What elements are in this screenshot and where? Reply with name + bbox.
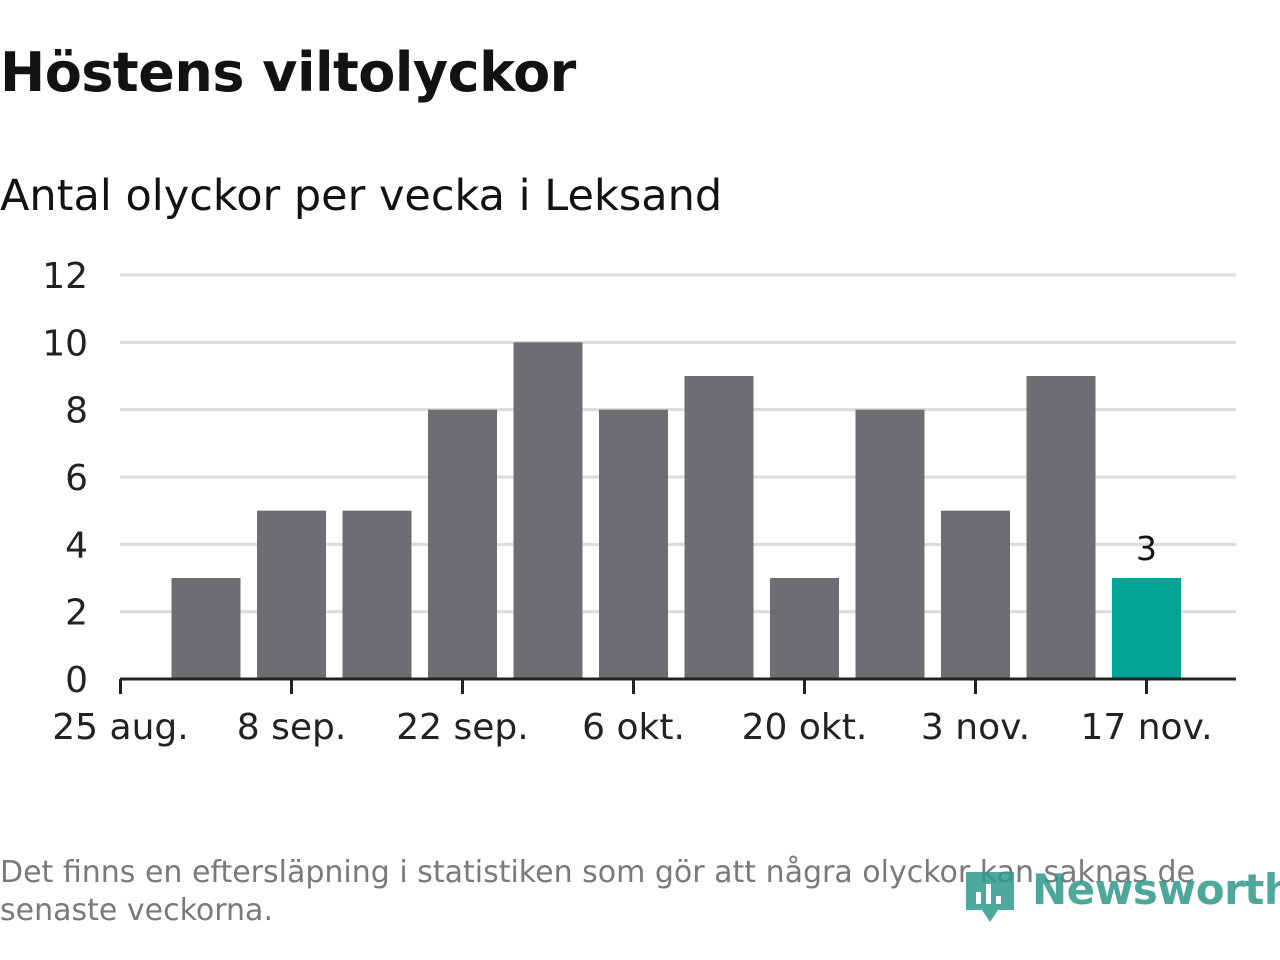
x-tick-label: 6 okt. (582, 707, 685, 748)
y-tick-label: 10 (42, 323, 88, 364)
x-tick-label: 8 sep. (237, 707, 347, 748)
bar-6-okt (599, 409, 668, 679)
x-axis: 25 aug. 8 sep. 22 sep. 6 okt. 20 okt. 3 nov. 1… (52, 677, 1236, 748)
chart-title: Höstens viltolyckor (0, 41, 576, 104)
x-tick-label: 22 sep. (396, 707, 528, 748)
bar-27-okt (855, 409, 925, 679)
data-labels: 3 (1136, 529, 1157, 568)
bar-29-sep (513, 342, 583, 679)
x-tick-label: 17 nov. (1080, 707, 1212, 748)
newsworthy-logo-icon (966, 872, 1014, 922)
y-tick-label: 0 (65, 660, 88, 701)
bar-15-sep (342, 510, 412, 679)
x-tick-label: 3 nov. (921, 707, 1030, 748)
bar-chart: 0 2 4 6 8 10 12 3 25 aug. 8 sep. 22 sep. 6 okt. 20… (42, 256, 1236, 748)
y-tick-label: 8 (65, 391, 88, 432)
newsworthy-logo-text: Newsworthy (1032, 865, 1280, 914)
bar-10-nov (1026, 376, 1096, 679)
y-tick-label: 4 (65, 525, 88, 566)
bars (171, 342, 1181, 679)
bar-1-sep (171, 578, 241, 679)
y-tick-label: 6 (65, 458, 88, 499)
x-tick-label: 25 aug. (52, 707, 188, 748)
bar-17-nov (1112, 578, 1181, 679)
chart-subtitle: Antal olyckor per vecka i Leksand (0, 171, 723, 221)
data-label: 3 (1136, 529, 1157, 568)
newsworthy-logo: Newsworthy (962, 862, 1280, 928)
y-tick-label: 2 (65, 593, 88, 634)
y-tick-label: 12 (42, 256, 88, 297)
bar-22-sep (428, 409, 497, 679)
bar-8-sep (257, 510, 326, 679)
y-axis-ticks: 0 2 4 6 8 10 12 (42, 256, 88, 701)
bar-3-nov (941, 510, 1010, 679)
bar-20-okt (770, 578, 839, 679)
bar-13-okt (684, 376, 754, 679)
x-tick-label: 20 okt. (742, 707, 868, 748)
